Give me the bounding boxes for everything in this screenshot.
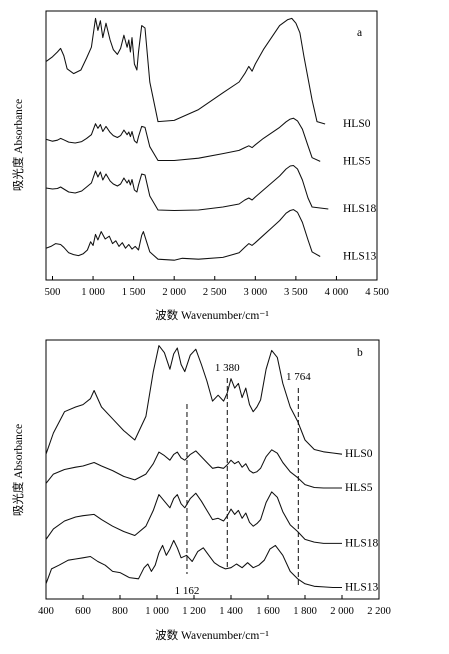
series-curve-hls0 (45, 17, 326, 125)
x-tick-label: 600 (75, 606, 91, 617)
panel-b-annotations: 1 380 1 764 1 162 (175, 362, 312, 597)
panel-b-series-labels: HLS0 HLS5 HLS18 HLS13 (345, 448, 378, 593)
x-tick-label: 1 400 (219, 606, 243, 617)
series-curve-hls13 (45, 539, 342, 589)
annotation-label: 1 764 (286, 371, 311, 383)
x-tick-label: 1 800 (293, 606, 317, 617)
annotation-label: 1 162 (175, 585, 200, 597)
series-label-hls13: HLS13 (345, 582, 378, 594)
x-tick-label: 800 (112, 606, 128, 617)
series-label-hls13: HLS13 (343, 250, 376, 262)
panel-a-curves (45, 17, 329, 261)
x-tick-label: 1 600 (256, 606, 280, 617)
panel-a-series-labels: HLS0 HLS5 HLS18 HLS13 (343, 118, 376, 262)
annotation-label: 1 380 (215, 362, 240, 374)
x-tick-label: 400 (38, 606, 54, 617)
x-tick-label: 2 000 (162, 287, 186, 298)
x-tick-label: 500 (45, 287, 61, 298)
x-tick-label: 1 000 (145, 606, 169, 617)
panel-b: b 吸光度 Absorbance 波数 Wavenumber/cm⁻¹ 400 6… (11, 339, 391, 642)
x-tick-label: 2 000 (330, 606, 354, 617)
panel-a-label: a (357, 27, 362, 39)
x-tick-label: 1 200 (182, 606, 206, 617)
x-tick-label: 1 000 (81, 287, 105, 298)
panel-a-frame (45, 10, 378, 281)
x-tick-label: 3 500 (284, 287, 308, 298)
series-curve-hls13 (45, 209, 321, 261)
series-curve-hls5 (45, 449, 342, 489)
panel-b-label: b (357, 347, 363, 359)
x-tick-label: 4 500 (365, 287, 389, 298)
series-curve-hls18 (45, 491, 342, 544)
x-tick-label: 1 500 (122, 287, 146, 298)
x-tick-label: 2 200 (367, 606, 391, 617)
series-curve-hls18 (45, 164, 329, 212)
series-curve-hls5 (45, 117, 321, 162)
panel-a-x-axis-title: 波数 Wavenumber/cm⁻¹ (155, 308, 269, 322)
panel-b-frame (45, 339, 380, 600)
panel-a: a 吸光度 Absorbance 波数 Wavenumber/cm⁻¹ 500 1… (11, 10, 389, 322)
panel-a-x-ticks: 500 1 000 1 500 2 000 2 500 3 000 3 500 4 000 4 … (45, 276, 389, 298)
series-label-hls18: HLS18 (345, 537, 378, 549)
panel-b-curves (45, 345, 343, 589)
series-curve-hls0 (45, 345, 343, 455)
panel-b-y-axis-title: 吸光度 Absorbance (11, 424, 25, 516)
series-label-hls5: HLS5 (343, 155, 371, 167)
series-label-hls0: HLS0 (343, 118, 371, 130)
x-tick-label: 4 000 (325, 287, 349, 298)
panel-b-x-ticks: 400 600 800 1 000 1 200 1 400 1 600 1 800 2 000 2… (38, 595, 391, 617)
series-label-hls0: HLS0 (345, 448, 373, 460)
panel-b-x-axis-title: 波数 Wavenumber/cm⁻¹ (155, 628, 269, 642)
series-label-hls18: HLS18 (343, 203, 376, 215)
series-label-hls5: HLS5 (345, 482, 373, 494)
x-tick-label: 2 500 (203, 287, 227, 298)
panel-a-y-axis-title: 吸光度 Absorbance (11, 99, 25, 191)
x-tick-label: 3 000 (243, 287, 267, 298)
